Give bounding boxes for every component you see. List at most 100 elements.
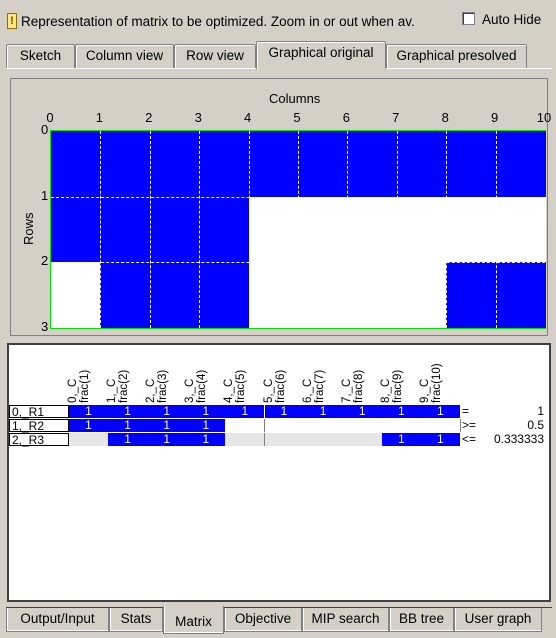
column-tick-label: 5 (293, 110, 301, 125)
grid-line (149, 131, 151, 328)
matrix-cell[interactable]: 1 (420, 405, 461, 418)
matrix-row-label[interactable]: 0,_R1 (9, 405, 69, 419)
column-tick-label: 3 (194, 110, 202, 125)
matrix-cell[interactable] (225, 419, 266, 432)
grid-line (248, 131, 250, 328)
matrix-cell[interactable] (303, 419, 344, 432)
constraint-rhs-value: 0.333333 (493, 432, 544, 446)
nonzero-cell (347, 131, 398, 197)
matrix-cell[interactable]: 1 (264, 405, 305, 418)
zero-cell (396, 196, 447, 263)
matrix-column-header: frac(9) (391, 369, 404, 403)
matrix-cell[interactable]: 1 (108, 419, 149, 432)
tab-matrix[interactable]: Matrix (163, 606, 224, 634)
matrix-cell[interactable] (69, 433, 109, 446)
nonzero-cell (298, 131, 348, 197)
column-tick-label: 10 (536, 110, 552, 125)
matrix-column-header: 3,_C (184, 378, 197, 403)
matrix-cell[interactable] (264, 419, 305, 432)
column-tick-label: 8 (441, 110, 449, 125)
matrix-cell[interactable]: 1 (147, 405, 188, 418)
zero-cell (51, 262, 101, 329)
matrix-cell[interactable]: 1 (186, 405, 227, 418)
zero-cell (248, 196, 299, 263)
tab-graphical-original[interactable]: Graphical original (256, 41, 386, 69)
tab-row-view[interactable]: Row view (174, 44, 256, 68)
grid-line (298, 131, 299, 328)
tab-objective[interactable]: Objective (224, 608, 302, 632)
column-tick-label: 6 (342, 110, 350, 125)
matrix-column-header: 8,_C (379, 378, 392, 403)
nonzero-cell (149, 131, 200, 197)
matrix-cell[interactable]: 1 (381, 405, 422, 418)
matrix-column-header: frac(1) (79, 369, 91, 403)
nonzero-cell (248, 131, 299, 197)
matrix-cell[interactable]: 1 (381, 433, 422, 446)
matrix-column-header: frac(7) (313, 369, 326, 403)
matrix-cell[interactable]: 1 (186, 419, 227, 432)
matrix-row-label[interactable]: 2,_R3 (9, 433, 69, 447)
constraint-operator: >= (462, 418, 477, 432)
nonzero-cell (51, 131, 101, 197)
matrix-cell[interactable] (342, 419, 383, 432)
matrix-cell[interactable]: 1 (147, 433, 188, 446)
nonzero-cell (495, 262, 546, 329)
tab-label: Objective (234, 611, 292, 626)
matrix-cell[interactable]: 1 (69, 419, 109, 432)
row-tick-label: 3 (41, 319, 49, 334)
tab-sketch[interactable]: Sketch (6, 44, 75, 68)
tab-graphical-presolved[interactable]: Graphical presolved (386, 44, 527, 68)
nonzero-cell (199, 196, 250, 263)
nonzero-cell (51, 196, 101, 263)
matrix-table[interactable]: 0,_C frac(1) 1,_C frac(2) 2,_C frac(3) 3,_C fra… (9, 345, 549, 600)
matrix-cell[interactable] (381, 419, 422, 432)
grid-line (347, 131, 349, 328)
matrix-cell[interactable]: 1 (108, 433, 149, 446)
matrix-cell[interactable] (342, 433, 383, 446)
grid-line (495, 131, 497, 328)
tab-column-view[interactable]: Column view (75, 44, 174, 68)
matrix-cell[interactable]: 1 (225, 405, 266, 418)
zero-cell (298, 262, 348, 329)
matrix-column-header: 6,_C (301, 378, 314, 403)
zero-cell (495, 196, 546, 263)
matrix-cell[interactable]: 1 (186, 433, 227, 446)
tab-label: Graphical presolved (396, 48, 517, 63)
nonzero-cell (446, 131, 497, 197)
matrix-column-header: frac(6) (274, 369, 287, 403)
matrix-cell[interactable] (225, 433, 266, 446)
columns-axis-label: Columns (269, 91, 321, 106)
tab-bb-tree[interactable]: BB tree (389, 608, 454, 632)
matrix-cell[interactable]: 1 (342, 405, 383, 418)
matrix-cell[interactable]: 1 (147, 419, 188, 432)
tab-label: Output/Input (20, 611, 95, 626)
matrix-column-header: 2,_C (145, 378, 158, 403)
matrix-cell[interactable] (264, 433, 305, 446)
column-tick-label: 0 (46, 110, 54, 125)
matrix-row-label[interactable]: 1,_R2 (9, 419, 69, 433)
info-warning-icon: ! (7, 13, 17, 29)
matrix-sparsity-plot[interactable] (50, 130, 546, 329)
tab-mip-search[interactable]: MIP search (302, 608, 389, 632)
matrix-column-header: 9,_C (418, 378, 431, 403)
row-tick-label: 2 (41, 253, 49, 269)
autohide-label[interactable]: Auto Hide (482, 12, 542, 27)
tab-label: User graph (464, 611, 532, 626)
tab-output-input[interactable]: Output/Input (6, 608, 109, 632)
matrix-cell[interactable]: 1 (420, 433, 461, 446)
tab-stats[interactable]: Stats (109, 608, 163, 632)
matrix-cell[interactable] (303, 433, 344, 446)
nonzero-cell (100, 262, 151, 329)
tab-label: BB tree (398, 611, 445, 626)
nonzero-cell (199, 262, 250, 329)
nonzero-cell (149, 196, 200, 263)
grid-line (51, 262, 545, 264)
matrix-cell[interactable] (420, 419, 461, 432)
autohide-checkbox[interactable] (462, 12, 475, 25)
matrix-cell[interactable]: 1 (108, 405, 149, 418)
tab-user-graph[interactable]: User graph (454, 608, 542, 632)
matrix-column-header: frac(4) (196, 369, 209, 403)
matrix-cell[interactable]: 1 (303, 405, 344, 418)
matrix-column-header: frac(10) (430, 363, 443, 403)
matrix-cell[interactable]: 1 (69, 405, 109, 418)
